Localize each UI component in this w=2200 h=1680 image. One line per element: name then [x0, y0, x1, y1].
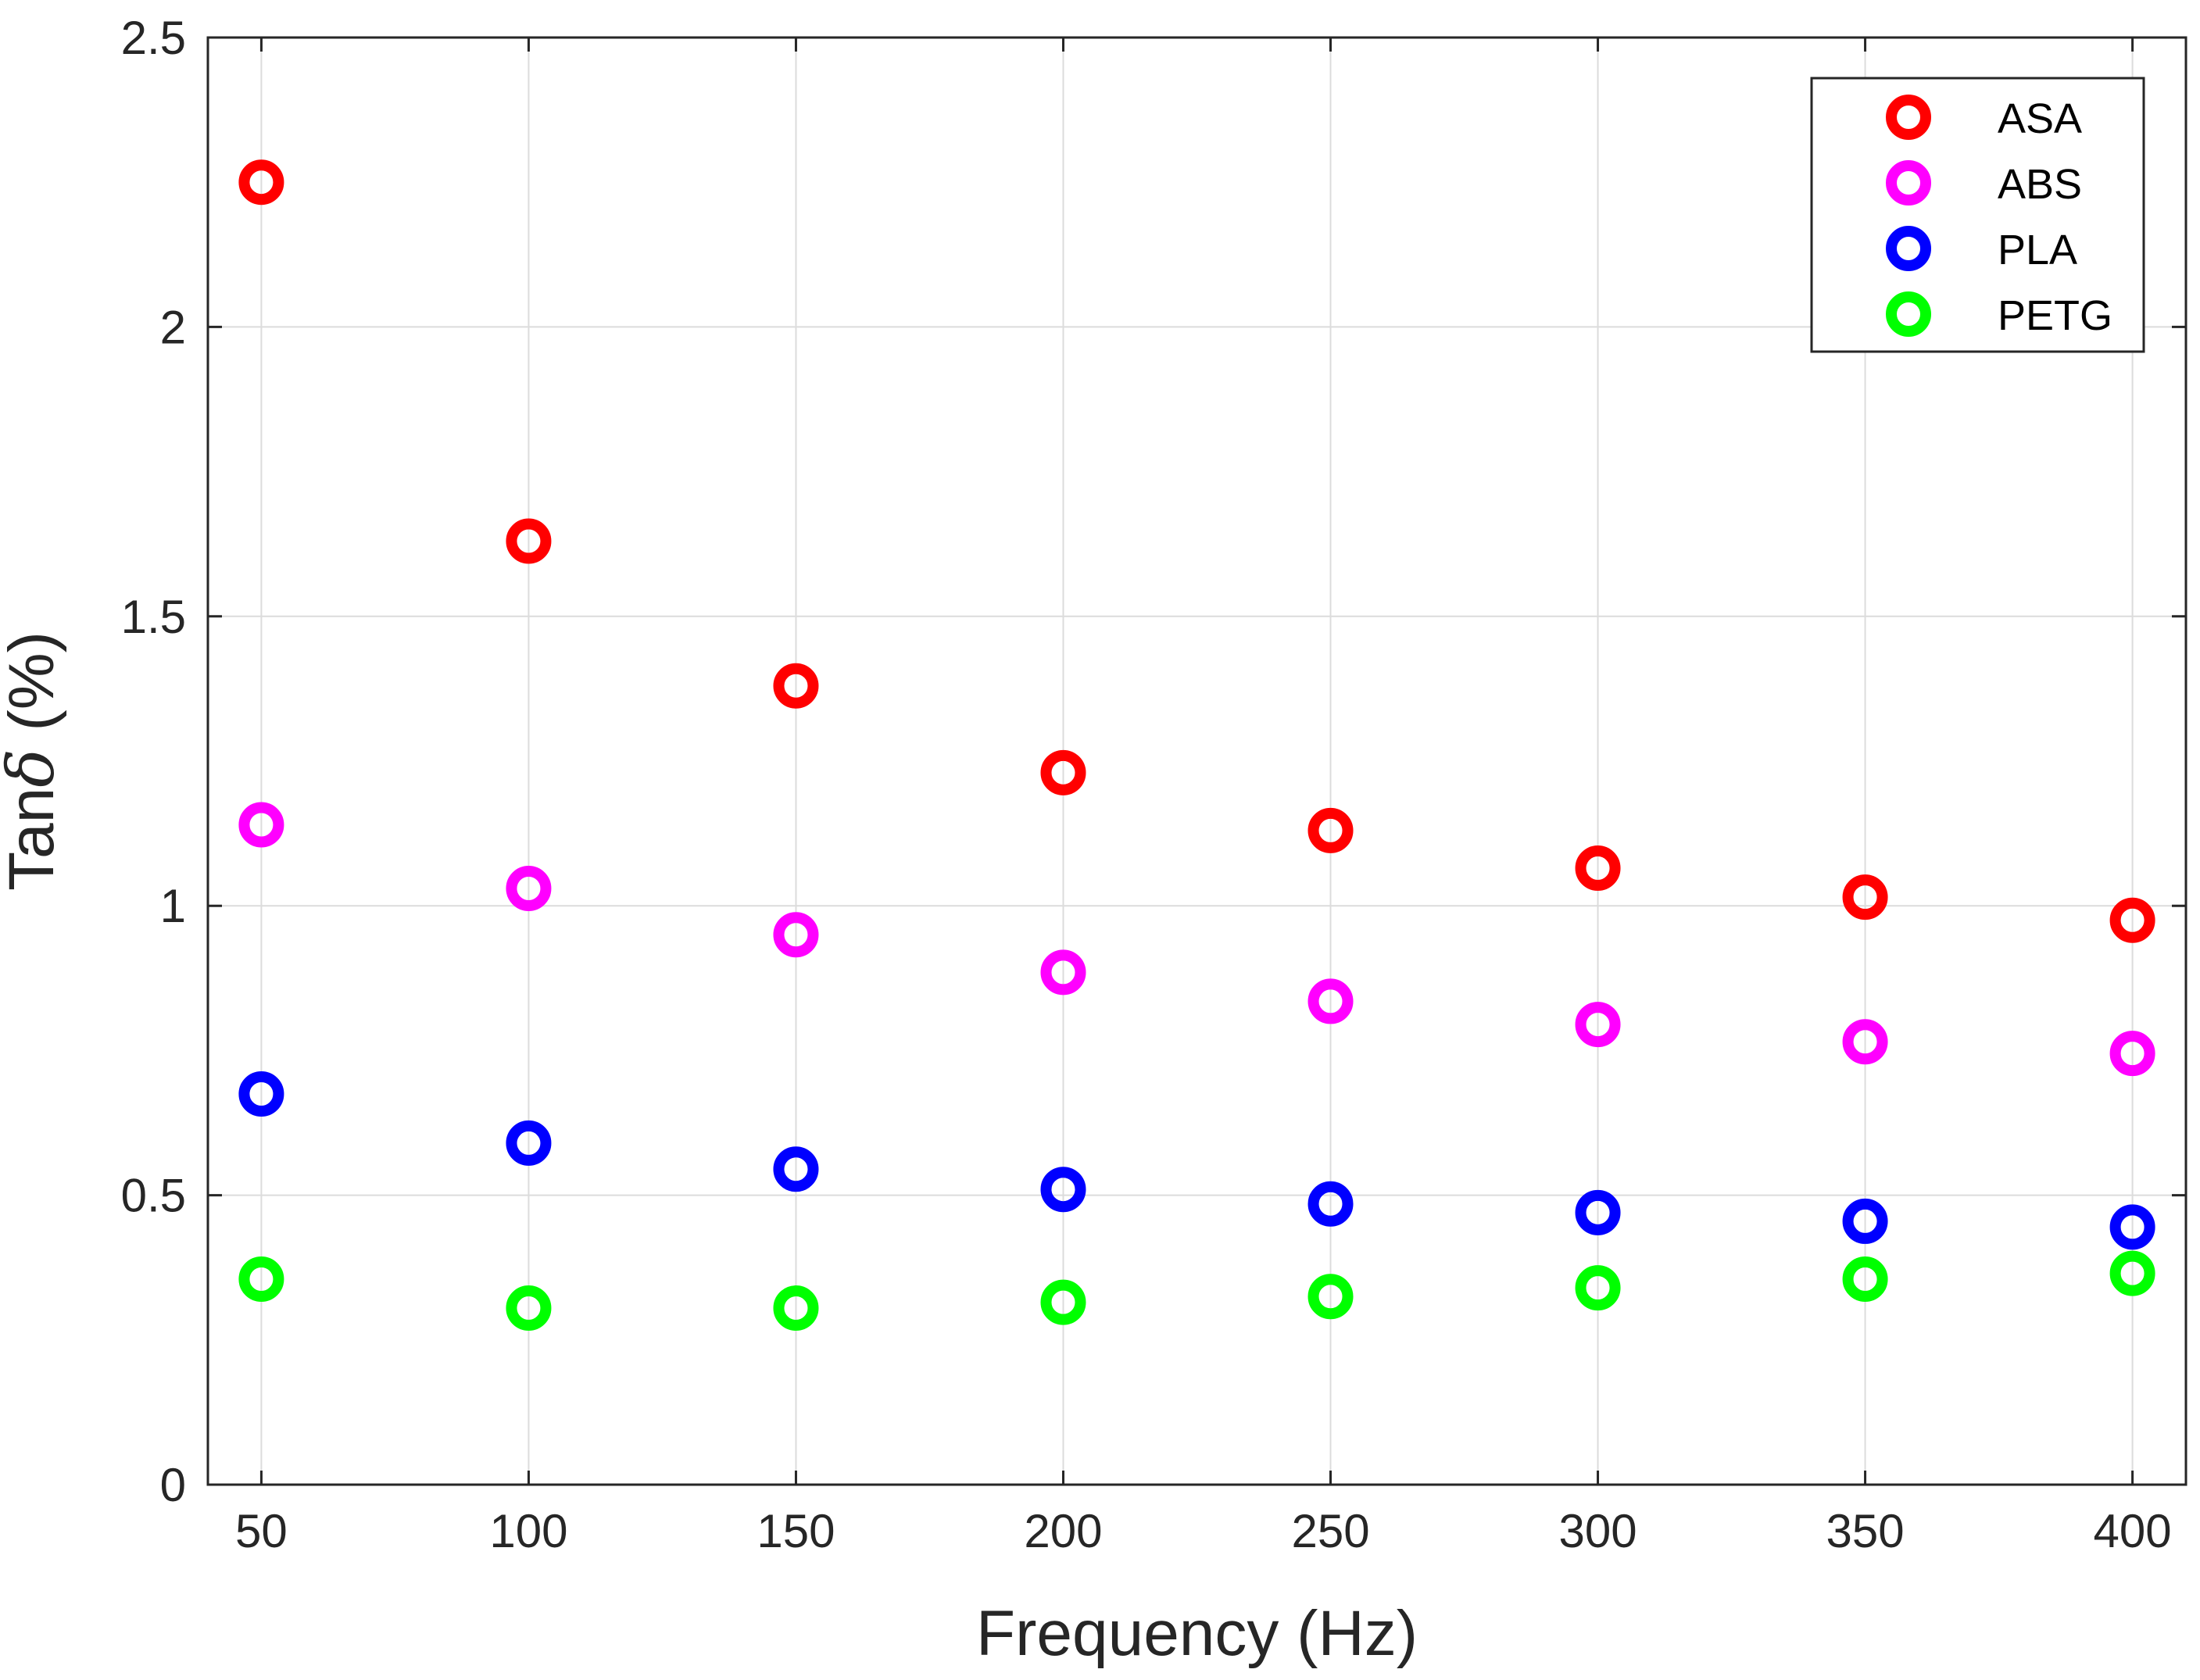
y-tick-label: 1	[160, 880, 186, 932]
data-point-asa	[506, 518, 552, 564]
y-tick-label: 0	[160, 1459, 186, 1511]
tick-labels: 50 100 150 200 250 300 350 400 0 0.5 1 1.5 2 2.5	[121, 12, 2172, 1557]
y-axis-title: Tanδ (%)	[0, 631, 69, 891]
legend-marker-petg	[1886, 291, 1931, 337]
data-point-asa	[1575, 845, 1621, 892]
x-tick-label: 50	[235, 1505, 288, 1557]
data-point-petg	[773, 1285, 819, 1331]
series-asa	[238, 159, 2155, 943]
data-point-petg	[1040, 1279, 1086, 1325]
x-tick-label: 200	[1024, 1505, 1102, 1557]
x-axis-title: Frequency (Hz)	[976, 1598, 1418, 1669]
data-point-abs	[506, 865, 552, 911]
data-point-abs	[238, 802, 284, 848]
data-point-abs	[1040, 949, 1086, 995]
y-tick-label: 1.5	[121, 591, 186, 643]
data-point-petg	[238, 1256, 284, 1303]
legend-box	[1810, 77, 2145, 353]
data-point-asa	[1307, 807, 1354, 853]
legend-label-asa: ASA	[1998, 95, 2082, 142]
plot-area	[206, 36, 2187, 1486]
data-point-asa	[1842, 874, 1888, 920]
legend: ASA ABS PLA PETG	[1810, 77, 2145, 353]
data-point-pla	[506, 1120, 552, 1166]
data-point-petg	[1307, 1274, 1354, 1320]
data-point-asa	[1040, 749, 1086, 795]
data-point-petg	[506, 1285, 552, 1331]
x-tick-label: 250	[1291, 1505, 1369, 1557]
data-point-pla	[773, 1146, 819, 1192]
y-axis-title-symbol: δ	[0, 749, 69, 787]
legend-marker-asa	[1886, 95, 1931, 140]
y-axis-title-suffix: (%)	[0, 631, 67, 749]
data-point-pla	[1040, 1167, 1086, 1213]
data-point-asa	[2109, 897, 2155, 943]
series-abs	[238, 802, 2155, 1077]
data-point-abs	[1842, 1019, 1888, 1065]
x-tick-label: 300	[1558, 1505, 1637, 1557]
data-point-petg	[1842, 1256, 1888, 1303]
y-tick-label: 0.5	[121, 1170, 186, 1222]
legend-marker-abs	[1886, 160, 1931, 206]
data-point-pla	[1575, 1189, 1621, 1235]
data-point-pla	[2109, 1204, 2155, 1250]
x-tick-label: 400	[2094, 1505, 2172, 1557]
x-tick-label: 150	[757, 1505, 835, 1557]
y-axis-title-prefix: Tan	[0, 788, 67, 891]
data-point-abs	[773, 912, 819, 958]
series-petg	[238, 1250, 2155, 1331]
axis-ticks	[208, 36, 2186, 1486]
data-point-abs	[1307, 978, 1354, 1024]
series-pla	[238, 1071, 2155, 1250]
legend-marker-pla	[1886, 226, 1931, 271]
y-tick-label: 2	[160, 301, 186, 353]
y-tick-label: 2.5	[121, 12, 186, 64]
legend-label-pla: PLA	[1998, 227, 2077, 273]
data-point-asa	[773, 663, 819, 709]
data-point-asa	[238, 159, 284, 206]
x-tick-label: 100	[489, 1505, 567, 1557]
data-point-pla	[1307, 1181, 1354, 1227]
data-point-pla	[1842, 1198, 1888, 1244]
data-point-pla	[238, 1071, 284, 1117]
data-markers	[238, 159, 2155, 1331]
data-point-abs	[2109, 1031, 2155, 1077]
legend-label-abs: ABS	[1998, 161, 2082, 208]
legend-label-petg: PETG	[1998, 292, 2112, 339]
data-point-petg	[2109, 1250, 2155, 1296]
data-point-petg	[1575, 1265, 1621, 1311]
data-point-abs	[1575, 1002, 1621, 1048]
x-tick-label: 350	[1826, 1505, 1905, 1557]
